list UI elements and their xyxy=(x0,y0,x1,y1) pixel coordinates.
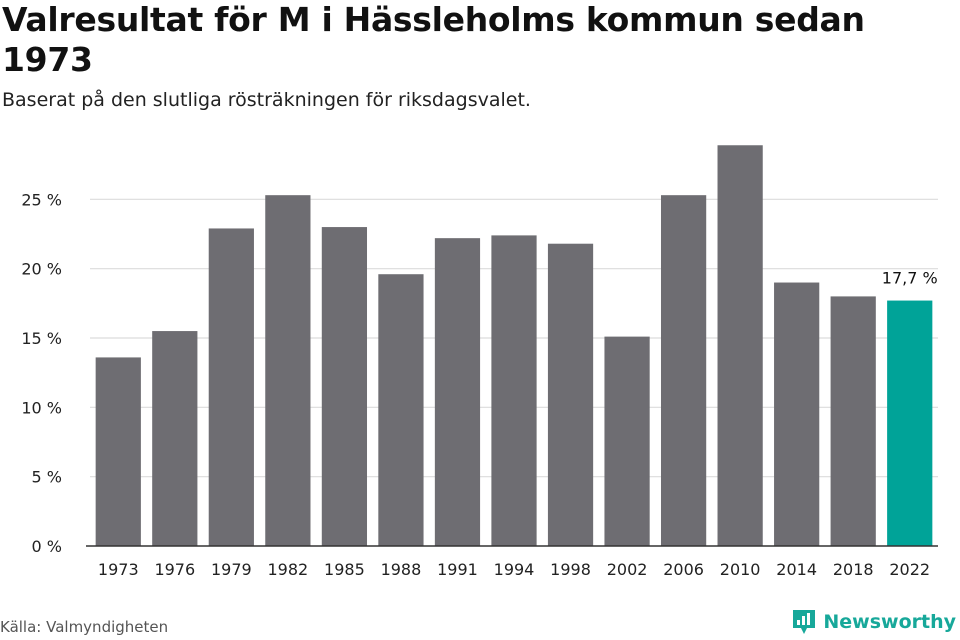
x-tick-label: 2010 xyxy=(720,560,761,579)
bars xyxy=(86,145,938,547)
bar xyxy=(265,195,311,546)
bar xyxy=(887,300,933,546)
bar xyxy=(95,357,141,546)
y-axis-ticks: 0 % 5 % 10 % 15 % 20 % 25 % xyxy=(21,190,62,556)
x-tick-label: 2014 xyxy=(776,560,817,579)
x-tick-label: 1979 xyxy=(211,560,252,579)
x-tick-label: 2022 xyxy=(889,560,930,579)
x-tick-label: 1982 xyxy=(268,560,309,579)
y-tick-label: 10 % xyxy=(21,398,62,417)
bar xyxy=(378,274,424,546)
bar xyxy=(717,145,763,546)
x-tick-label: 2006 xyxy=(663,560,704,579)
x-tick-label: 2002 xyxy=(607,560,648,579)
bar xyxy=(774,282,820,546)
bar xyxy=(547,243,594,546)
brand-name: Newsworthy xyxy=(823,611,956,633)
brand: Newsworthy xyxy=(791,608,956,636)
x-tick-label: 1985 xyxy=(324,560,365,579)
x-tick-label: 1994 xyxy=(494,560,535,579)
bar xyxy=(434,238,481,546)
bar xyxy=(208,228,254,546)
bar xyxy=(604,336,650,546)
bar xyxy=(491,235,537,547)
x-tick-label: 2018 xyxy=(833,560,874,579)
data-label: 17,7 % xyxy=(882,269,938,288)
x-axis-ticks: 1973 1976 1979 1982 1985 1988 1991 1994 1998 2002… xyxy=(98,560,930,579)
y-tick-label: 25 % xyxy=(21,190,62,209)
y-tick-label: 20 % xyxy=(21,260,62,279)
newsworthy-logo-icon xyxy=(793,610,816,634)
bar xyxy=(830,296,876,546)
bar xyxy=(321,227,368,547)
chart-subtitle: Baserat på den slutliga rösträkningen fö… xyxy=(2,89,531,111)
x-tick-label: 1976 xyxy=(154,560,195,579)
x-tick-label: 1998 xyxy=(550,560,591,579)
chart-title: Valresultat för M i Hässleholms kommun s… xyxy=(2,0,865,79)
y-tick-label: 0 % xyxy=(32,537,62,556)
data-labels: 17,7 % xyxy=(882,269,938,288)
x-tick-label: 1991 xyxy=(437,560,478,579)
x-tick-label: 1973 xyxy=(98,560,139,579)
y-tick-label: 5 % xyxy=(32,468,62,487)
bar xyxy=(660,195,707,546)
source-note: Källa: Valmyndigheten xyxy=(0,618,169,636)
x-tick-label: 1988 xyxy=(381,560,422,579)
y-tick-label: 15 % xyxy=(21,329,62,348)
bar xyxy=(152,331,198,546)
bar-chart: 0 %5 %10 %15 %20 %25 % 1973 1976 1979 1982 1… xyxy=(21,145,938,579)
